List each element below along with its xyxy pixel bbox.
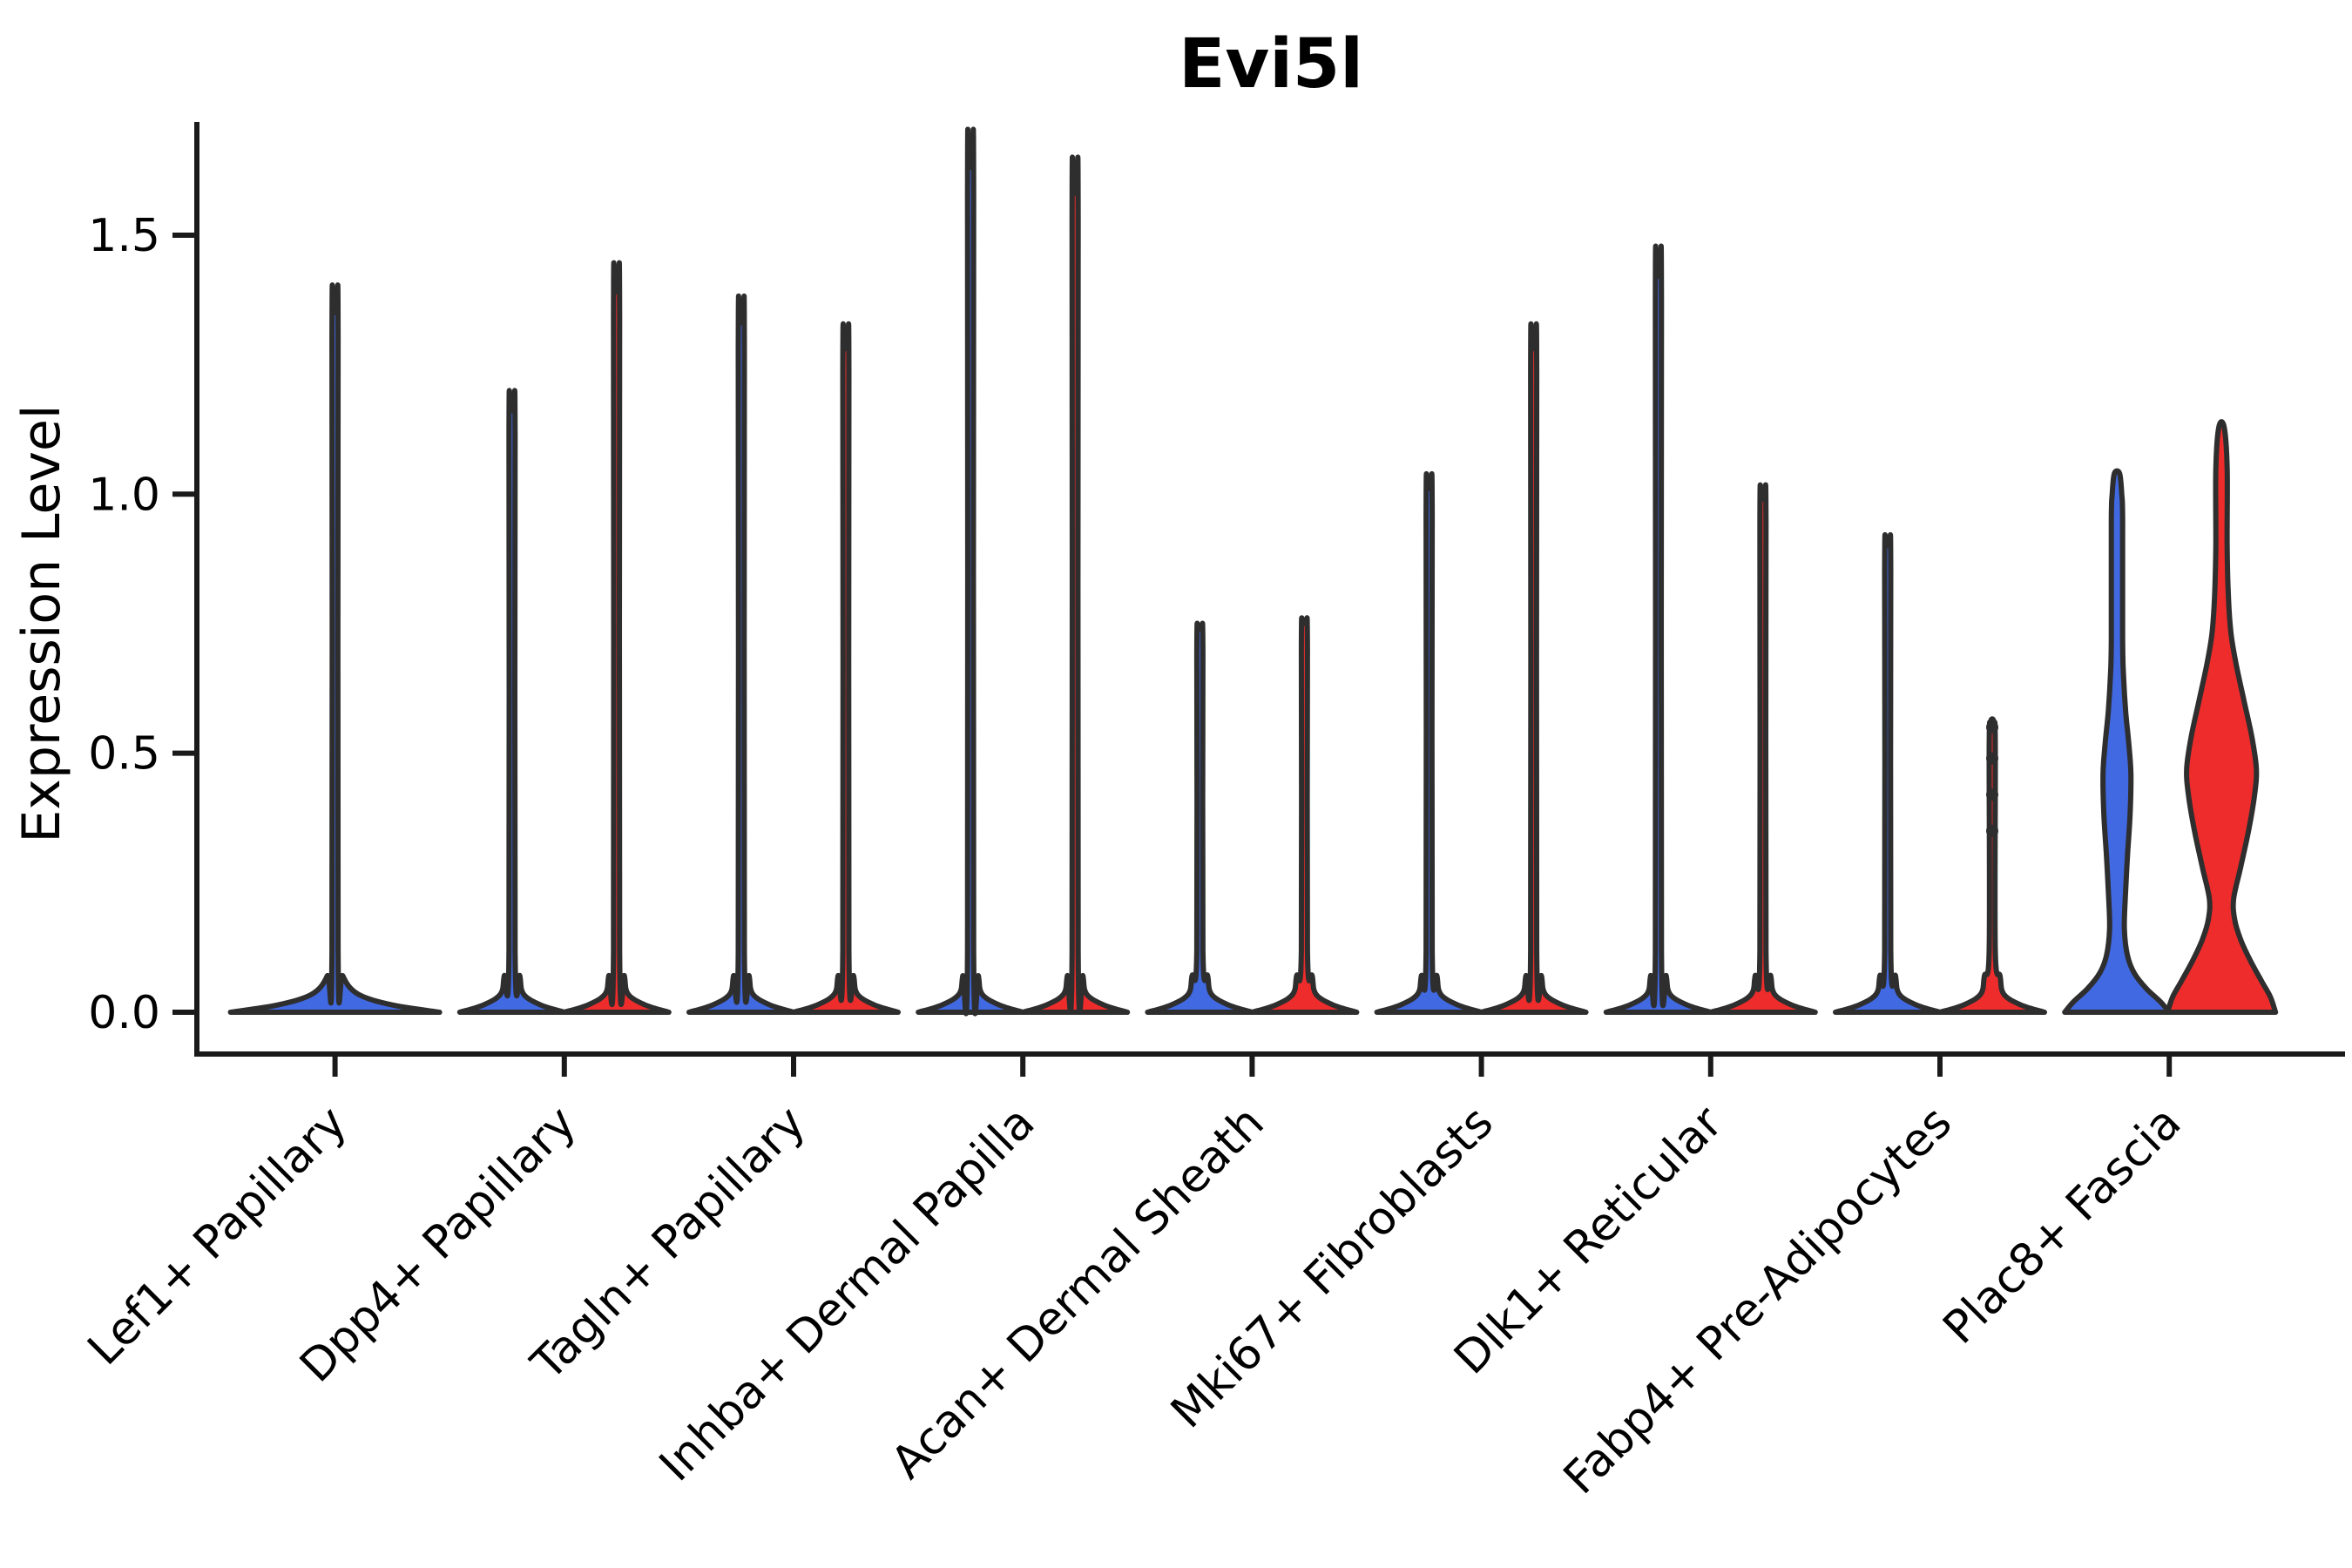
violin-acan-dermal-sheath-right	[1249, 615, 1360, 1015]
violin-mki67-fibroblasts-right	[1478, 321, 1589, 1015]
violin-mki67-fibroblasts-left	[1374, 471, 1484, 1015]
x-tick-label: Inhba+ Dermal Papilla	[650, 1097, 1044, 1491]
violin-acan-dermal-sheath-left	[1145, 620, 1255, 1015]
jitter-dot	[1986, 720, 1998, 733]
axis-spines	[194, 122, 2345, 1057]
chart-title: Evi5l	[1179, 25, 1363, 104]
violin-tagln-papillary-right	[791, 321, 901, 1015]
x-tick-label: Fabp4+ Pre-Adipocytes	[1554, 1097, 1962, 1504]
violin-tagln-papillary-left	[686, 293, 796, 1015]
violin-fabp4-pre-adipocytes-left	[1833, 531, 1943, 1015]
violin-inhba-dermal-papilla-right	[1020, 154, 1131, 1015]
x-tick-label: Plac8+ Fascia	[1934, 1097, 2192, 1355]
violin-plac8-fascia-right	[2165, 419, 2279, 1015]
violin-fabp4-pre-adipocytes-right	[1937, 716, 2047, 1015]
violin-dpp4-papillary-right	[561, 260, 672, 1015]
y-tick-label: 1.5	[88, 210, 160, 262]
jitter-dot	[1986, 824, 1998, 837]
axes	[172, 122, 2345, 1077]
y-tick-label: 1.0	[88, 469, 160, 521]
jitter-dot	[1986, 788, 1998, 801]
violin-dlk1-reticular-left	[1603, 243, 1713, 1015]
x-tick-label: Acan+ Dermal Sheath	[882, 1097, 1274, 1490]
violin-dpp4-papillary-left	[456, 388, 567, 1015]
y-tick-label: 0.5	[88, 728, 160, 781]
y-axis-label: Expression Level	[11, 404, 72, 842]
violin-lef1-papillary-full	[227, 282, 443, 1015]
violin-dlk1-reticular-right	[1707, 482, 1818, 1015]
jitter-dot	[1986, 752, 1998, 765]
violin-inhba-dermal-papilla-left	[916, 126, 1026, 1017]
y-tick-label: 0.0	[88, 987, 160, 1039]
violin-plac8-fascia-left	[2062, 468, 2173, 1015]
violins	[227, 126, 2279, 1017]
